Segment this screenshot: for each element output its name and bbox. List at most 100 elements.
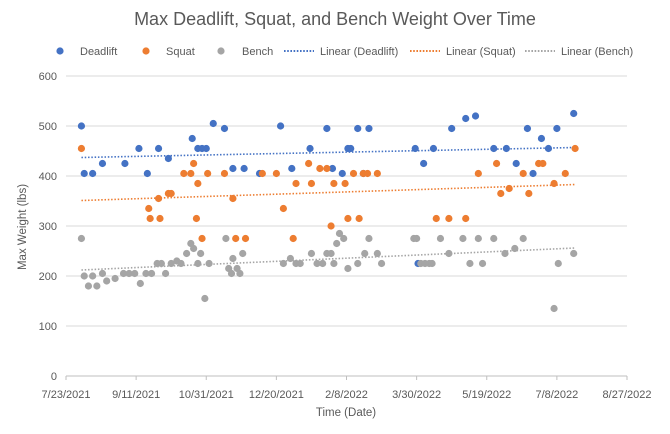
bench-point	[201, 295, 208, 302]
deadlift-point	[99, 160, 106, 167]
legend-item-deadlift: Deadlift	[56, 46, 117, 58]
deadlift-point	[135, 145, 142, 152]
deadlift-point	[306, 145, 313, 152]
bench-point	[501, 250, 508, 257]
bench-point	[437, 235, 444, 242]
deadlift-point	[545, 145, 552, 152]
squat-point	[259, 170, 266, 177]
squat-point	[330, 180, 337, 187]
deadlift-point	[347, 145, 354, 152]
deadlift-point	[513, 160, 520, 167]
squat-point	[506, 185, 513, 192]
deadlift-point	[277, 122, 284, 129]
squat-point	[475, 170, 482, 177]
bench-point	[287, 255, 294, 262]
x-tick-label: 5/19/2022	[462, 389, 511, 401]
squat-point	[350, 170, 357, 177]
squat-point	[190, 160, 197, 167]
bench-point	[459, 235, 466, 242]
deadlift-point	[472, 112, 479, 119]
squat-point	[180, 170, 187, 177]
bench-point	[78, 235, 85, 242]
bench-point	[550, 305, 557, 312]
squat-point	[305, 160, 312, 167]
squat-point	[364, 170, 371, 177]
squat-point	[520, 170, 527, 177]
bench-point	[297, 260, 304, 267]
y-tick-label: 600	[39, 71, 57, 83]
squat-point	[145, 205, 152, 212]
y-tick-label: 300	[39, 221, 57, 233]
deadlift-point	[78, 122, 85, 129]
legend-label-linear-deadlift: Linear (Deadlift)	[320, 46, 398, 58]
squat-point	[497, 190, 504, 197]
x-tick-label: 7/23/2021	[42, 389, 91, 401]
squat-point	[198, 235, 205, 242]
squat-point	[341, 180, 348, 187]
squat-point	[539, 160, 546, 167]
squat-point	[168, 190, 175, 197]
y-tick-label: 200	[39, 271, 57, 283]
legend-item-linear-deadlift: Linear (Deadlift)	[284, 46, 398, 58]
legend-marker-squat	[142, 47, 149, 54]
squat-point	[290, 235, 297, 242]
bench-point	[413, 235, 420, 242]
bench-point	[89, 272, 96, 279]
squat-point	[193, 215, 200, 222]
squat-point	[308, 180, 315, 187]
legend-label-squat: Squat	[166, 46, 195, 58]
y-tick-label: 100	[39, 321, 57, 333]
squat-point	[374, 170, 381, 177]
bench-point	[340, 235, 347, 242]
legend-item-linear-squat: Linear (Squat)	[410, 46, 516, 58]
squat-point	[356, 215, 363, 222]
squat-point	[550, 180, 557, 187]
legend: Deadlift Squat Bench Linear (Deadlift) L…	[56, 46, 633, 58]
squat-point	[462, 215, 469, 222]
x-tick-label: 9/11/2021	[112, 389, 160, 401]
x-tick-label: 12/20/2021	[249, 389, 304, 401]
bench-point	[344, 265, 351, 272]
bench-point	[280, 260, 287, 267]
bench-point	[475, 235, 482, 242]
deadlift-point	[323, 125, 330, 132]
deadlift-point	[503, 145, 510, 152]
bench-point	[111, 275, 118, 282]
deadlift-point	[89, 170, 96, 177]
bench-point	[190, 245, 197, 252]
squat-point	[323, 165, 330, 172]
bench-point	[228, 270, 235, 277]
squat-point	[280, 205, 287, 212]
squat-point	[194, 180, 201, 187]
squat-point	[344, 215, 351, 222]
squat-point	[155, 195, 162, 202]
bench-point	[374, 250, 381, 257]
bench-point	[520, 235, 527, 242]
deadlift-point	[81, 170, 88, 177]
squat-point	[433, 215, 440, 222]
squat-point	[572, 145, 579, 152]
x-tick-label: 10/31/2021	[179, 389, 234, 401]
bench-point	[365, 235, 372, 242]
bench-point	[222, 235, 229, 242]
bench-point	[354, 260, 361, 267]
squat-point	[204, 170, 211, 177]
bench-point	[137, 280, 144, 287]
chart-title: Max Deadlift, Squat, and Bench Weight Ov…	[134, 9, 536, 29]
deadlift-point	[229, 165, 236, 172]
squat-point	[493, 160, 500, 167]
squat-point	[78, 145, 85, 152]
deadlift-point	[529, 170, 536, 177]
bench-point	[229, 255, 236, 262]
deadlift-point	[354, 125, 361, 132]
deadlift-point	[339, 170, 346, 177]
deadlift-point	[365, 125, 372, 132]
deadlift-point	[538, 135, 545, 142]
y-tick-label: 500	[39, 121, 57, 133]
squat-point	[232, 235, 239, 242]
series-bench	[78, 230, 577, 312]
squat-point	[562, 170, 569, 177]
deadlift-point	[420, 160, 427, 167]
deadlift-point	[189, 135, 196, 142]
